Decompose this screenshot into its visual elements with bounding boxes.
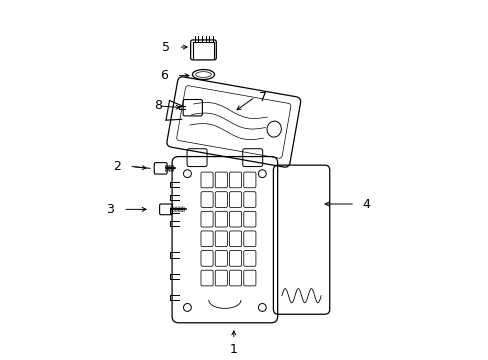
Text: 1: 1 <box>229 343 237 356</box>
Text: 6: 6 <box>160 69 167 82</box>
Text: 5: 5 <box>161 41 169 54</box>
Text: 7: 7 <box>258 90 266 104</box>
Text: 3: 3 <box>106 203 114 216</box>
Text: 8: 8 <box>154 99 162 112</box>
Text: 4: 4 <box>362 198 369 211</box>
Text: 2: 2 <box>113 160 121 173</box>
